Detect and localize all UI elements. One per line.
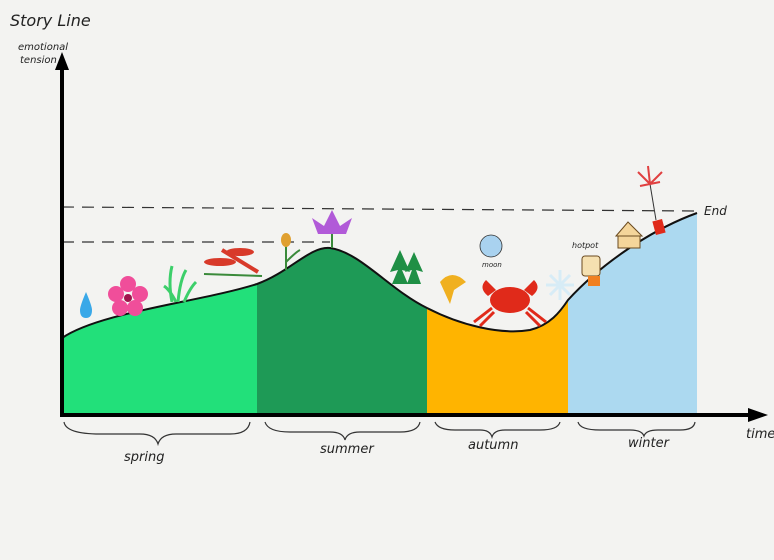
season-label: summer	[320, 442, 375, 457]
season-label: autumn	[468, 438, 518, 453]
season-label: spring	[124, 450, 164, 465]
season-label: winter	[628, 436, 671, 451]
moon-label: moon	[482, 261, 502, 269]
x-axis-label: time	[746, 427, 774, 442]
story-line-diagram: Story Line emotional tension time End sp…	[0, 0, 774, 560]
page: Story Line emotional tension time End sp…	[0, 0, 774, 560]
end-label: End	[704, 204, 727, 218]
y-axis-label: emotional	[18, 42, 68, 53]
y-axis-label: tension	[20, 55, 57, 66]
moon-icon	[480, 235, 502, 257]
hotpot-label: hotpot	[572, 241, 599, 250]
title: Story Line	[10, 11, 91, 30]
